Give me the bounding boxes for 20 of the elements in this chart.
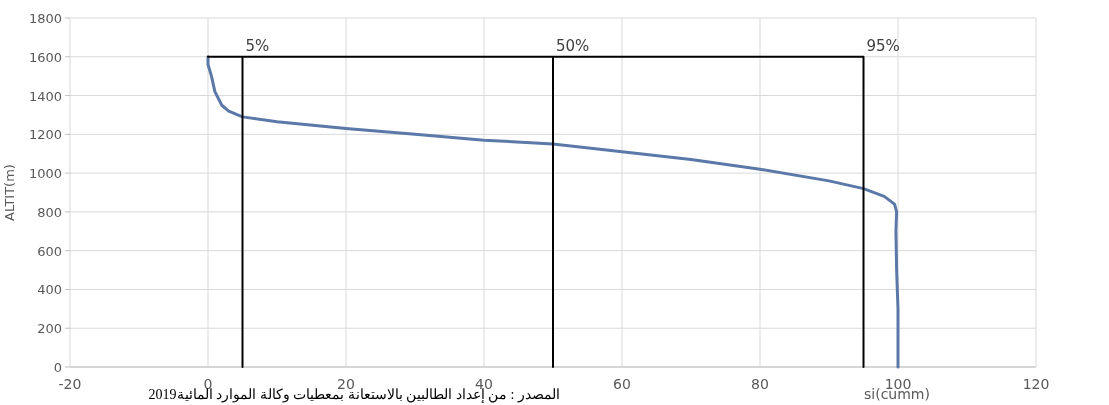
- y-tick-label: 0: [53, 360, 62, 375]
- x-tick-label: 120: [1022, 376, 1050, 392]
- y-tick-label: 800: [37, 204, 62, 220]
- y-tick-label: 400: [37, 282, 62, 298]
- y-tick-label: 1000: [28, 166, 62, 182]
- x-tick-label: 60: [613, 376, 631, 392]
- x-tick-label: -20: [58, 376, 82, 392]
- x-tick-label: 100: [884, 376, 912, 392]
- y-tick-label: 1400: [28, 88, 62, 104]
- y-tick-label: 1800: [28, 11, 62, 26]
- y-tick-label: 1600: [28, 49, 62, 65]
- y-tick-label: 600: [37, 243, 62, 259]
- x-tick-label: 20: [337, 376, 355, 392]
- annotation: 5%: [245, 36, 270, 55]
- y-tick-label: 1200: [28, 127, 62, 143]
- annotation: 95%: [866, 36, 900, 55]
- y-tick-label: 200: [37, 321, 62, 337]
- annotation: 50%: [556, 36, 590, 55]
- y-axis-title: ALTIT(m): [2, 164, 17, 221]
- x-tick-label: 80: [751, 376, 769, 392]
